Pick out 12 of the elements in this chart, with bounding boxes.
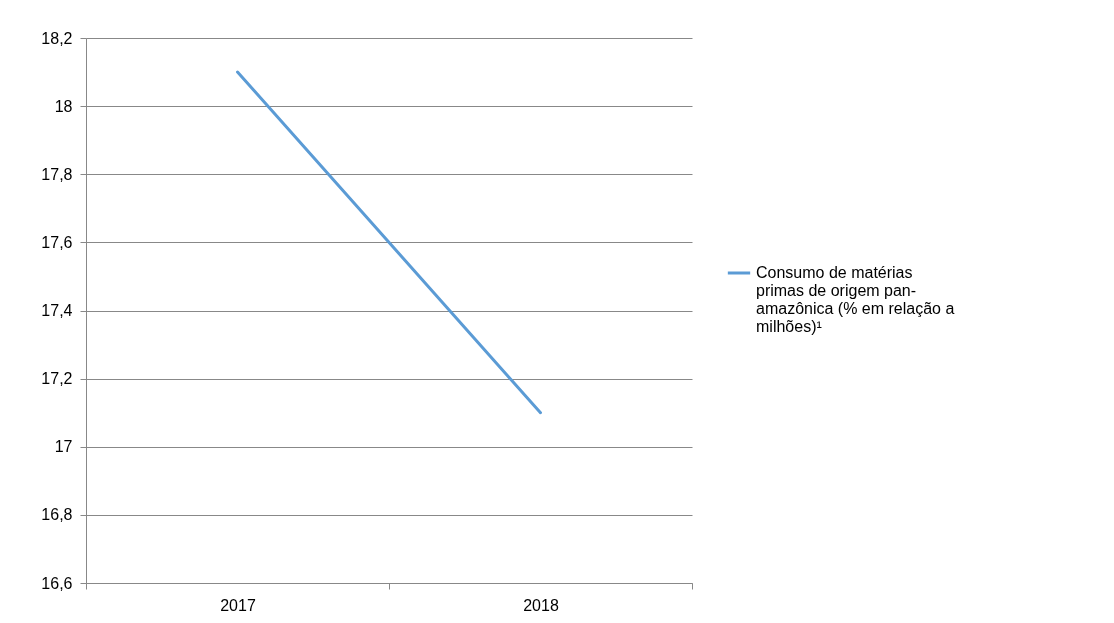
y-tick-label: 17,4 [41, 302, 73, 319]
y-tick-label: 17,2 [41, 370, 73, 388]
y-tick-label: 16,6 [41, 574, 73, 592]
y-tick-label: 17 [54, 438, 73, 456]
x-tick-label: 2017 [220, 596, 256, 614]
y-tick-label: 16,8 [41, 506, 73, 524]
x-tick-label: 2018 [523, 596, 559, 614]
y-tick-label: 17,6 [41, 233, 73, 251]
y-tick-label: 17,8 [41, 165, 73, 183]
legend-label: Consumo de matérias primas de origem pan-amazônica (% em relação a milhões)¹ [756, 264, 955, 335]
y-tick-label: 18 [54, 97, 73, 115]
y-tick-label: 18,2 [41, 29, 73, 47]
